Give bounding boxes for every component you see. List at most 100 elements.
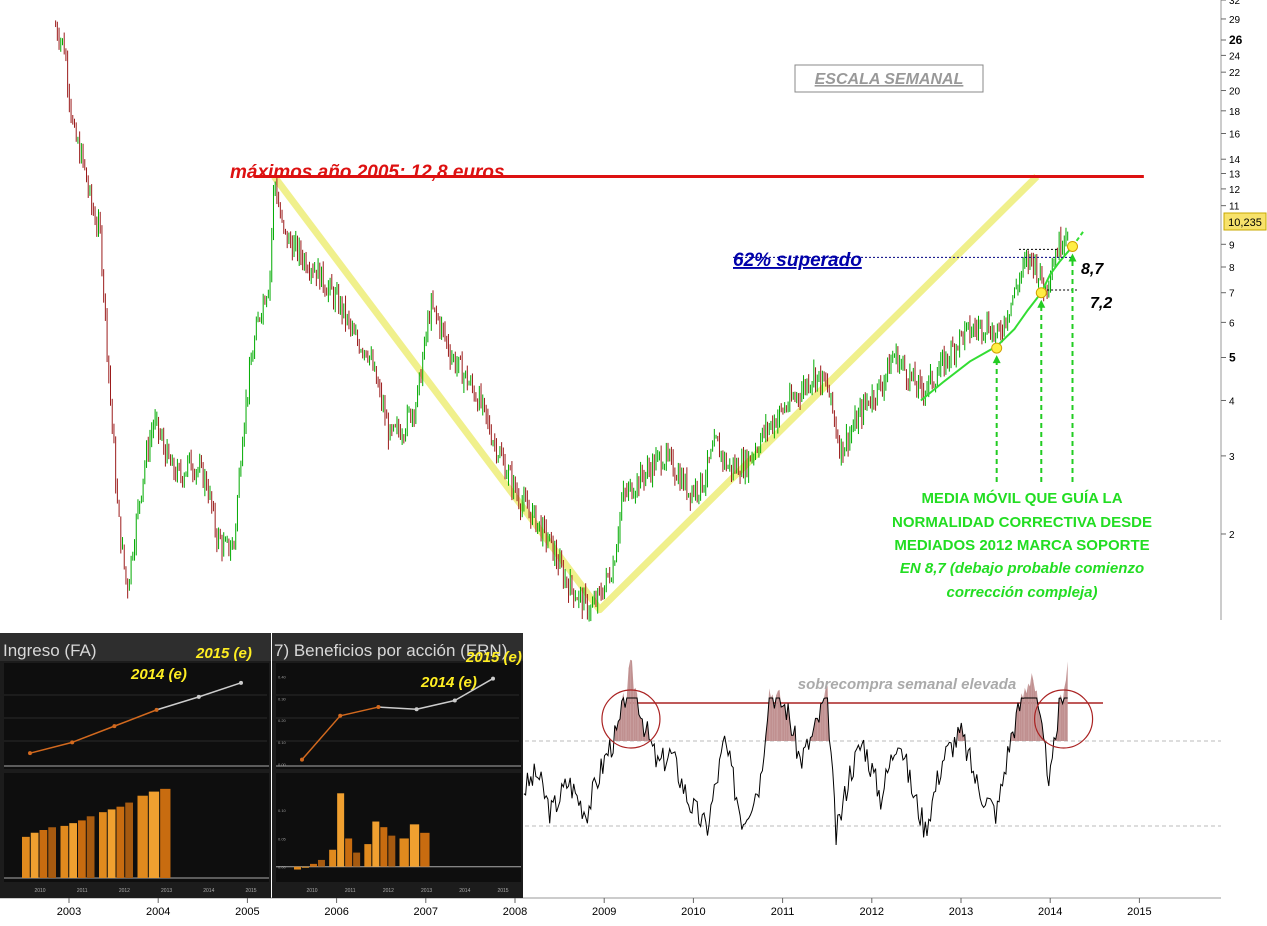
osc-overbought-fill [781, 706, 783, 741]
osc-overbought-fill [1021, 693, 1024, 741]
osc-overbought-fill [822, 698, 825, 741]
mini-x-label: 2010 [34, 888, 45, 894]
mini-x-label: 2012 [119, 888, 130, 894]
support-label-72: 7,2 [1090, 295, 1112, 312]
mini-tick-label: 0.10 [278, 740, 287, 745]
mini-x-label: 2011 [77, 888, 88, 894]
osc-overbought-fill [784, 704, 787, 741]
mini-line-segment [416, 699, 455, 710]
mini-bar [22, 836, 30, 878]
green-note-line: NORMALIDAD CORRECTIVA DESDE [892, 514, 1152, 531]
mini-x-label: 2012 [383, 888, 394, 894]
green-note-line: EN 8,7 (debajo probable comienzo [900, 560, 1144, 577]
osc-overbought-fill [1033, 680, 1036, 741]
resistance-label: máximos año 2005: 12,8 euros [230, 162, 505, 183]
panel-ingreso: Ingreso (FA) 2015 (e) 2014 (e) 2010 2011 2… [0, 633, 271, 898]
time-tick-label: 2008 [503, 906, 527, 918]
osc-overbought-fill [635, 687, 638, 741]
price-tick-label: 13 [1229, 169, 1241, 180]
mini-bar [380, 827, 388, 867]
ingreso-2015-label: 2015 (e) [195, 645, 252, 662]
osc-overbought-fill [619, 700, 622, 741]
mini-bar [399, 838, 409, 867]
mini-x-label: 2010 [306, 888, 317, 894]
green-note: MEDIA MÓVIL QUE GUÍA LA NORMALIDAD CORRE… [892, 489, 1152, 601]
overbought-circle [1033, 689, 1094, 749]
mini-bar [116, 806, 125, 878]
mini-line-point [376, 705, 381, 710]
osc-overbought-fill [1038, 708, 1041, 741]
mini-bar [337, 793, 345, 867]
mini-bar [99, 812, 107, 878]
osc-overbought-fill [825, 685, 828, 741]
mini-bar [125, 802, 133, 878]
mini-tick-label: 0.00 [278, 865, 287, 870]
time-tick-label: 2014 [1038, 906, 1062, 918]
mini-line-point [491, 676, 495, 681]
mini-bar [69, 823, 77, 878]
escala-label: ESCALA SEMANAL [815, 71, 964, 88]
ingreso-2014-label: 2014 (e) [130, 666, 187, 683]
mini-bar [160, 788, 171, 878]
price-tick-label: 8 [1229, 263, 1235, 274]
osc-overbought-fill [788, 703, 790, 741]
overbought-circle [601, 689, 661, 749]
mini-line-point [414, 707, 419, 712]
mini-bar [39, 830, 48, 878]
osc-overbought-fill [820, 702, 823, 741]
mini-x-label: 2013 [161, 888, 172, 894]
panel-ern: 7) Beneficios por acción (ERN) 2015 (e) … [272, 633, 523, 898]
price-tick-label: 3 [1229, 452, 1235, 463]
price-tick-label: 24 [1229, 51, 1241, 62]
mini-tick-label: 0.10 [278, 808, 287, 813]
osc-overbought-fill [1017, 702, 1020, 741]
osc-overbought-fill [813, 718, 816, 741]
mini-bar [30, 832, 39, 878]
mini-line-point [70, 740, 75, 745]
osc-overbought-fill [640, 717, 643, 741]
osc-overbought-fill [628, 659, 631, 741]
osc-overbought-fill [1026, 683, 1029, 741]
price-tick-label: 5 [1229, 351, 1236, 365]
time-tick-label: 2015 [1127, 906, 1151, 918]
mini-line-point [452, 698, 457, 703]
moving-average-line [920, 245, 1074, 402]
mini-line-point [28, 751, 32, 756]
mini-x-label: 2013 [421, 888, 432, 894]
mini-bar [409, 824, 420, 867]
mini-line-segment [71, 725, 115, 744]
osc-overbought-fill [777, 689, 780, 741]
time-tick-label: 2003 [57, 906, 81, 918]
v-pattern-line [271, 173, 1040, 614]
price-tick-label: 4 [1229, 396, 1235, 407]
time-tick-label: 2011 [771, 906, 795, 918]
osc-overbought-fill [616, 721, 619, 741]
mini-tick-label: 0.40 [278, 674, 287, 679]
mini-tick-label: 0.20 [278, 718, 287, 723]
osc-overbought-fill [791, 735, 794, 741]
osc-overbought-fill [633, 687, 636, 741]
mini-line-point [112, 724, 117, 729]
osc-overbought-fill [782, 704, 785, 741]
mini-line-segment [340, 706, 379, 717]
osc-overbought-fill [786, 703, 789, 741]
price-tick-label: 14 [1229, 155, 1241, 166]
price-tick-label: 29 [1229, 15, 1241, 26]
support-arrow-head [1068, 253, 1077, 262]
support-marker [991, 342, 1003, 354]
osc-overbought-fill [618, 719, 620, 741]
mini-line-point [239, 680, 243, 685]
osc-overbought-fill [815, 718, 818, 741]
osc-overbought-fill [1023, 687, 1025, 741]
mini-bar [48, 827, 56, 878]
support-label-87: 8,7 [1081, 261, 1104, 278]
price-tick-label: 9 [1229, 240, 1235, 251]
mini-line-segment [29, 741, 73, 754]
time-tick-label: 2013 [949, 906, 973, 918]
mini-x-label: 2015 [245, 888, 256, 894]
mini-bar [345, 838, 353, 867]
osc-overbought-fill [621, 692, 624, 741]
osc-overbought-fill [770, 694, 773, 741]
